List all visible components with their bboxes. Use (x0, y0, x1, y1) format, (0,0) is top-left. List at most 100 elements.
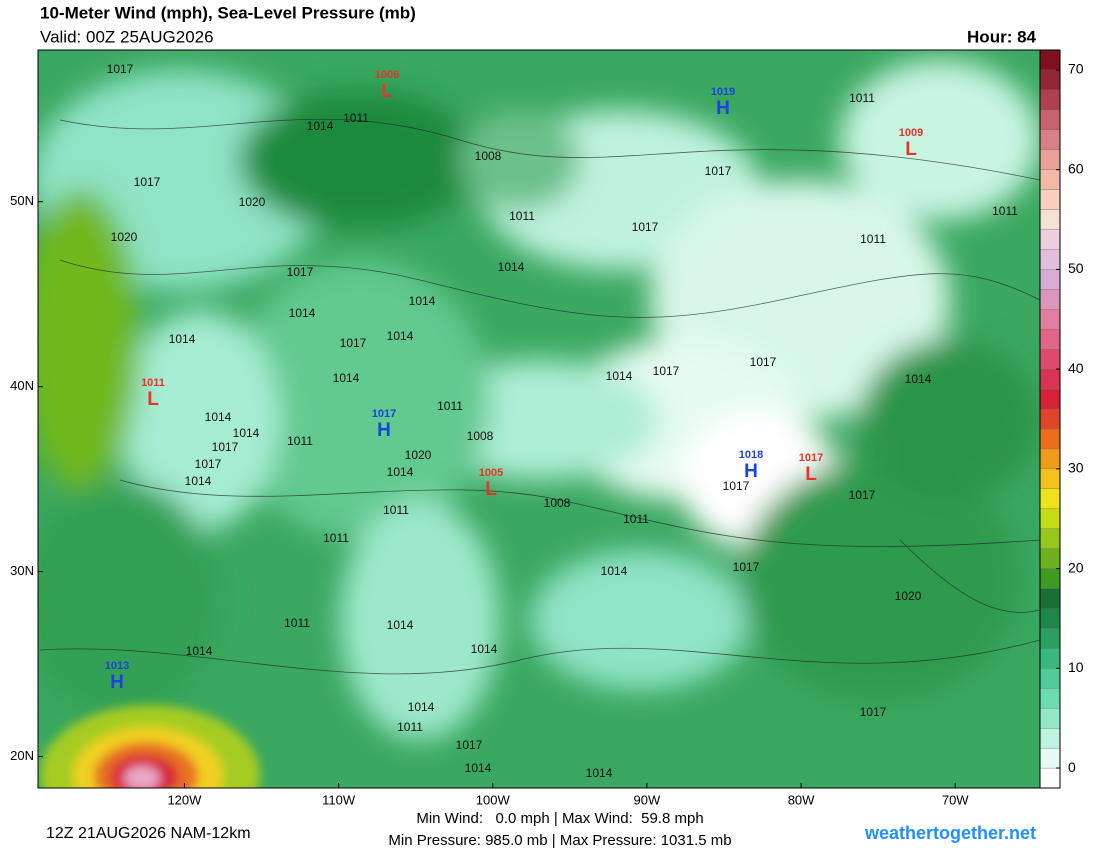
pressure-center-value: 1006 (375, 69, 399, 81)
colorbar-tick-label: 10 (1068, 659, 1084, 675)
isobar-label: 1014 (387, 329, 414, 343)
isobar-label: 1017 (340, 336, 367, 350)
pressure-center-value: 1017 (799, 452, 823, 464)
colorbar-swatch (1039, 728, 1061, 749)
colorbar-frame (1039, 49, 1061, 789)
map-field (38, 50, 1040, 788)
colorbar-swatch (1039, 149, 1061, 170)
hurricane-core (40, 705, 260, 788)
isobar-label: 1014 (387, 465, 414, 479)
colorbar-swatch (1039, 289, 1061, 310)
colorbar-swatch (1039, 628, 1061, 649)
colorbar-swatch (1039, 708, 1061, 729)
isobar-label: 1017 (195, 457, 222, 471)
wind-stats: Min Wind: 0.0 mph | Max Wind: 59.8 mph (416, 810, 703, 827)
colorbar-swatch (1039, 408, 1061, 430)
pressure-center-value: 1017 (372, 408, 396, 420)
colorbar-swatch (1039, 388, 1061, 410)
isobar-label: 1017 (750, 355, 777, 369)
isobar-label: 1014 (289, 306, 316, 320)
colorbar-swatch (1039, 568, 1061, 589)
isobar-label: 1020 (895, 589, 922, 603)
lon-tick-label: 120W (167, 792, 202, 807)
colorbar-tick-label: 70 (1068, 61, 1084, 77)
isobar-label: 1014 (233, 426, 260, 440)
colorbar-swatch (1039, 608, 1061, 629)
model-run: 12Z 21AUG2026 NAM-12km (46, 825, 251, 842)
colorbar-swatch (1039, 309, 1061, 330)
pressure-center-letter: H (716, 98, 730, 119)
isobar-label: 1020 (405, 448, 432, 462)
isobar-label: 1014 (387, 618, 414, 632)
isobar-label: 1020 (111, 230, 138, 244)
pressure-center-letter: L (381, 81, 393, 102)
isobar-label: 1014 (465, 761, 492, 775)
colorbar-swatch (1039, 69, 1061, 91)
pressure-center-value: 1019 (711, 86, 735, 98)
pressure-center-letter: L (485, 479, 497, 500)
isobar-label: 1017 (456, 738, 483, 752)
isobar-label: 1017 (212, 440, 239, 454)
isobar-label: 1017 (705, 164, 732, 178)
colorbar-swatch (1039, 249, 1061, 270)
colorbar-swatch (1039, 49, 1061, 71)
lat-tick-label: 40N (10, 378, 34, 393)
colorbar-swatch (1039, 169, 1061, 190)
isobar-label: 1014 (471, 642, 498, 656)
colorbar: 0 10 20 30 40 50 60 70 (1039, 49, 1084, 789)
lat-tick-label: 20N (10, 748, 34, 763)
forecast-hour: Hour: 84 (967, 27, 1037, 46)
lon-tick-label: 70W (942, 792, 969, 807)
isobar-label: 1014 (586, 766, 613, 780)
isobar-label: 1011 (323, 531, 349, 545)
lat-tick-label: 30N (10, 563, 34, 578)
valid-time: Valid: 00Z 25AUG2026 (40, 27, 214, 46)
isobar-label: 1008 (544, 496, 571, 510)
isobar-label: 1014 (408, 700, 435, 714)
pressure-center-letter: L (805, 464, 817, 485)
isobar-label: 1017 (107, 62, 134, 76)
pressure-center-letter: L (905, 139, 917, 160)
pressure-center-value: 1009 (899, 127, 923, 139)
colorbar-tick-label: 50 (1068, 260, 1084, 276)
isobar-label: 1014 (498, 260, 525, 274)
isobar-label: 1017 (287, 265, 314, 279)
isobar-label: 1017 (849, 488, 876, 502)
isobar-label: 1017 (134, 175, 161, 189)
colorbar-tick-label: 20 (1068, 559, 1084, 575)
colorbar-swatch (1039, 428, 1061, 450)
isobar-label: 1014 (205, 410, 232, 424)
isobar-label: 1011 (860, 232, 886, 246)
isobar-label: 1014 (409, 294, 436, 308)
pressure-center-value: 1005 (479, 467, 503, 479)
colorbar-swatch (1039, 269, 1061, 290)
isobar-label: 1011 (849, 91, 875, 105)
colorbar-tick-label: 60 (1068, 160, 1084, 176)
colorbar-swatch (1039, 89, 1061, 110)
isobar-label: 1011 (343, 111, 369, 125)
isobar-label: 1014 (905, 372, 932, 386)
colorbar-swatch (1039, 747, 1061, 769)
colorbar-swatch (1039, 109, 1061, 130)
pressure-center-letter: L (147, 389, 159, 410)
colorbar-swatch (1039, 648, 1061, 669)
isobar-label: 1014 (185, 474, 212, 488)
isobars (39, 118, 1040, 675)
isobar-label: 1017 (733, 560, 760, 574)
pressure-center-value: 1011 (141, 377, 165, 389)
isobar-label: 1017 (860, 705, 887, 719)
colorbar-swatch (1039, 129, 1061, 150)
isobar-label: 1008 (475, 149, 502, 163)
colorbar-tick-label: 40 (1068, 360, 1084, 376)
pressure-stats: Min Pressure: 985.0 mb | Max Pressure: 1… (388, 832, 731, 849)
colorbar-swatch (1039, 468, 1061, 489)
wind-shading (38, 60, 1040, 740)
site-name[interactable]: weathertogether.net (864, 823, 1036, 843)
isobar-label: 1011 (992, 204, 1018, 218)
colorbar-swatch (1039, 528, 1061, 549)
isobar-label: 1011 (284, 616, 310, 630)
lon-tick-label: 100W (476, 792, 511, 807)
isobar-label: 1017 (632, 220, 659, 234)
colorbar-swatch (1039, 688, 1061, 709)
